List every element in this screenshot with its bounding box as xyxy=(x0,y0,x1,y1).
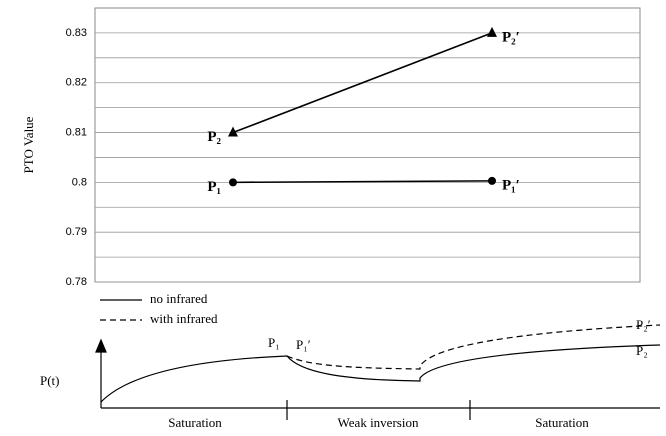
curve-label: P₁′ xyxy=(296,337,311,352)
region-label: Weak inversion xyxy=(338,415,419,430)
region-label: Saturation xyxy=(535,415,589,430)
curve-label: P₂ xyxy=(636,343,648,358)
curve-label: P₁ xyxy=(268,335,280,350)
curve-dashed xyxy=(286,324,661,370)
marker xyxy=(228,126,238,137)
diagram-y-label: P(t) xyxy=(40,373,60,388)
marker xyxy=(488,176,496,185)
series-line xyxy=(232,32,493,134)
curve-solid xyxy=(100,344,661,403)
y-tick-label: 0.81 xyxy=(66,126,87,138)
y-axis-label: PTO Value xyxy=(21,116,36,173)
diagram xyxy=(95,299,661,420)
y-tick-label: 0.82 xyxy=(66,77,87,89)
legend-label: no infrared xyxy=(150,291,208,306)
y-tick-label: 0.83 xyxy=(66,27,87,39)
point-label: P₂ xyxy=(207,129,221,145)
curve-label: P₂′ xyxy=(636,317,651,332)
region-label: Saturation xyxy=(168,415,222,430)
y-tick-label: 0.8 xyxy=(72,176,87,188)
point-label: P₁′ xyxy=(502,177,520,193)
legend-label: with infrared xyxy=(150,311,218,326)
plot-frame xyxy=(94,7,641,283)
point-label: P₁ xyxy=(207,179,221,195)
arrow-head xyxy=(95,338,107,353)
series-line xyxy=(232,180,493,184)
marker xyxy=(487,26,497,37)
y-tick-label: 0.79 xyxy=(66,226,87,238)
plot: 0.78 0.79 0.8 0.81 0.82 0.83 P₂ P₂′ P₁ P₁′ xyxy=(66,7,641,288)
y-tick-label: 0.78 xyxy=(66,276,87,288)
point-label: P₂′ xyxy=(502,29,520,45)
marker xyxy=(229,178,237,187)
